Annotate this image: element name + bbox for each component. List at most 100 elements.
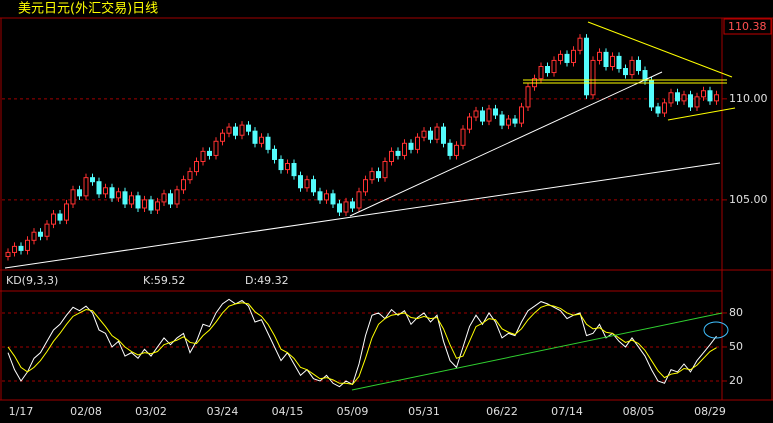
candle-body bbox=[129, 195, 134, 205]
candle-body bbox=[662, 102, 667, 114]
x-tick-label: 05/31 bbox=[408, 405, 440, 418]
kd-line bbox=[7, 302, 717, 385]
candle-body bbox=[90, 177, 95, 183]
highlight bbox=[703, 321, 729, 339]
candle-body bbox=[5, 251, 11, 257]
candle-body bbox=[395, 150, 401, 156]
candle-body bbox=[473, 110, 479, 118]
candle-body bbox=[577, 37, 583, 51]
trend-line bbox=[587, 21, 733, 78]
candle-body bbox=[499, 114, 505, 126]
x-tick-label: 02/08 bbox=[70, 405, 102, 418]
candle-body bbox=[421, 130, 427, 138]
candle-body bbox=[382, 160, 388, 179]
candle-body bbox=[83, 177, 89, 197]
x-tick-label: 1/17 bbox=[9, 405, 34, 418]
price-label: 110.38 bbox=[728, 20, 767, 33]
candle-body bbox=[226, 126, 232, 134]
candle-body bbox=[603, 51, 609, 68]
candle-body bbox=[135, 195, 141, 209]
x-tick-label: 08/29 bbox=[694, 405, 726, 418]
candle-body bbox=[642, 70, 648, 82]
candle-body bbox=[551, 59, 557, 74]
x-tick-label: 04/15 bbox=[272, 405, 304, 418]
candle-body bbox=[493, 108, 498, 116]
candle-body bbox=[200, 150, 206, 162]
candle-body bbox=[233, 126, 238, 136]
candle-body bbox=[343, 201, 349, 213]
candle-body bbox=[694, 96, 700, 108]
candle-body bbox=[311, 179, 316, 193]
indicator-label: K:59.52 bbox=[143, 274, 185, 287]
trend-line bbox=[4, 162, 721, 269]
x-tick-label: 06/22 bbox=[486, 405, 518, 418]
candle-body bbox=[369, 171, 375, 181]
y-tick-label: 20 bbox=[729, 374, 743, 387]
candle-body bbox=[701, 90, 706, 98]
x-tick-label: 03/02 bbox=[135, 405, 167, 418]
candle-body bbox=[161, 193, 167, 203]
candle-body bbox=[109, 187, 115, 199]
candle-body bbox=[246, 124, 251, 132]
candle-body bbox=[181, 179, 186, 191]
candle-body bbox=[415, 136, 420, 150]
candle-body bbox=[51, 213, 56, 225]
candle-body bbox=[12, 245, 17, 253]
candle-body bbox=[337, 203, 342, 213]
candle-body bbox=[675, 92, 680, 102]
candle-body bbox=[252, 130, 258, 144]
candle-body bbox=[122, 191, 128, 205]
candle-body bbox=[304, 179, 310, 189]
candle-body bbox=[324, 193, 329, 201]
candle-body bbox=[116, 191, 121, 199]
candle-body bbox=[402, 142, 407, 156]
candle-body bbox=[220, 132, 225, 142]
candle-body bbox=[454, 144, 459, 156]
candle-body bbox=[77, 189, 82, 197]
candle-body bbox=[597, 51, 602, 61]
candle-body bbox=[616, 55, 622, 70]
candle-body bbox=[330, 193, 336, 205]
y-tick-label: 105.00 bbox=[729, 193, 768, 206]
candle-body bbox=[174, 189, 180, 205]
candle-body bbox=[480, 110, 485, 122]
candle-body bbox=[194, 160, 199, 173]
candle-body bbox=[350, 201, 355, 209]
candle-body bbox=[187, 171, 193, 181]
candle-body bbox=[512, 118, 518, 124]
candle-body bbox=[584, 37, 589, 96]
indicator-title: KD(9,3,3) bbox=[6, 274, 58, 287]
candle-body bbox=[538, 66, 544, 80]
candle-body bbox=[441, 126, 446, 144]
candle-body bbox=[298, 175, 303, 189]
candle-body bbox=[649, 80, 654, 108]
candle-body bbox=[629, 59, 635, 76]
candle-body bbox=[272, 148, 277, 160]
y-tick-label: 110.00 bbox=[729, 92, 768, 105]
candle-body bbox=[434, 126, 440, 140]
trend-line bbox=[349, 71, 663, 217]
candle-body bbox=[291, 163, 297, 177]
x-tick-label: 03/24 bbox=[207, 405, 239, 418]
candle-body bbox=[64, 203, 69, 221]
y-tick-label: 50 bbox=[729, 340, 743, 353]
candle-body bbox=[356, 191, 362, 209]
candle-body bbox=[681, 94, 687, 102]
price-box bbox=[723, 18, 772, 35]
candle-body bbox=[486, 108, 492, 122]
candle-body bbox=[590, 59, 596, 96]
candle-body bbox=[636, 59, 641, 72]
candle-body bbox=[467, 116, 472, 130]
candle-body bbox=[207, 150, 212, 156]
candle-body bbox=[25, 239, 30, 251]
candle-body bbox=[57, 213, 63, 221]
candle-body bbox=[148, 199, 154, 211]
candle-body bbox=[447, 142, 453, 156]
candle-body bbox=[519, 106, 524, 124]
candle-body bbox=[668, 92, 674, 104]
candle-body bbox=[239, 124, 245, 136]
candle-body bbox=[265, 136, 271, 150]
candle-body bbox=[688, 94, 693, 108]
candle-body bbox=[317, 191, 323, 201]
